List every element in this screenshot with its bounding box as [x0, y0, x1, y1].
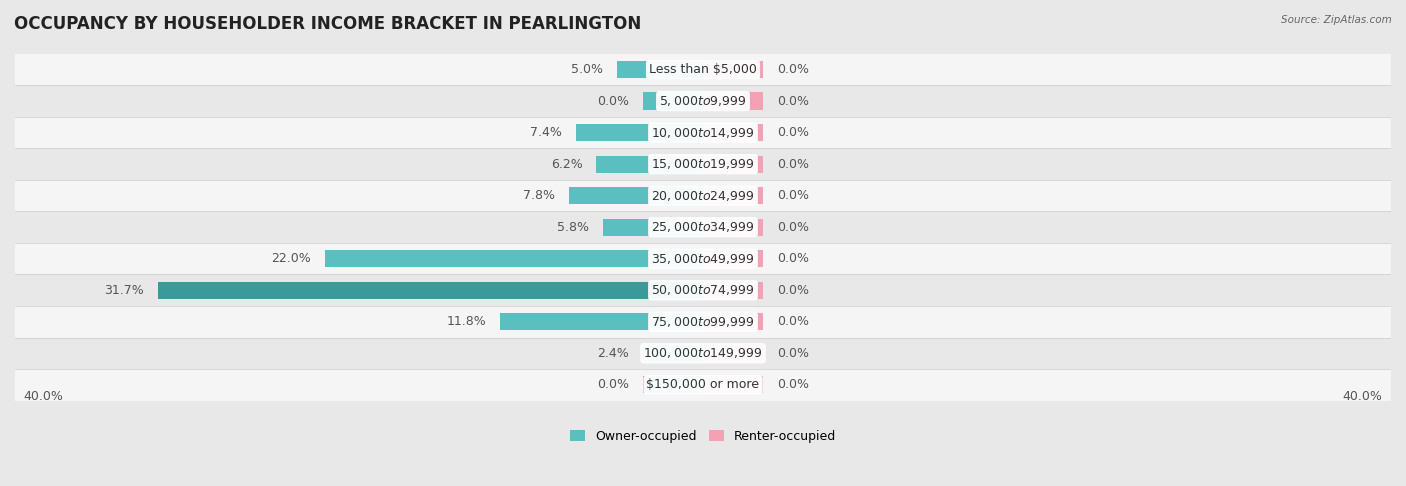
Text: 0.0%: 0.0% [778, 157, 808, 171]
Text: 6.2%: 6.2% [551, 157, 582, 171]
Bar [15, 243, 1391, 275]
Bar [575, 124, 703, 141]
Bar [703, 313, 763, 330]
Bar [703, 187, 763, 205]
Bar [15, 180, 1391, 211]
Text: 40.0%: 40.0% [24, 390, 63, 403]
Bar [703, 250, 763, 267]
Bar [569, 187, 703, 205]
Text: 22.0%: 22.0% [271, 252, 311, 265]
Bar [703, 124, 763, 141]
Text: OCCUPANCY BY HOUSEHOLDER INCOME BRACKET IN PEARLINGTON: OCCUPANCY BY HOUSEHOLDER INCOME BRACKET … [14, 15, 641, 33]
Text: $25,000 to $34,999: $25,000 to $34,999 [651, 220, 755, 234]
Bar [15, 54, 1391, 86]
Text: $50,000 to $74,999: $50,000 to $74,999 [651, 283, 755, 297]
Bar [603, 219, 703, 236]
Bar [643, 345, 703, 362]
Bar [15, 369, 1391, 400]
Text: Source: ZipAtlas.com: Source: ZipAtlas.com [1281, 15, 1392, 25]
Text: 0.0%: 0.0% [778, 221, 808, 234]
Bar [596, 156, 703, 173]
Bar [501, 313, 703, 330]
Bar [703, 219, 763, 236]
Text: $35,000 to $49,999: $35,000 to $49,999 [651, 252, 755, 266]
Bar [617, 61, 703, 78]
Bar [703, 61, 763, 78]
Bar [703, 345, 763, 362]
Text: $15,000 to $19,999: $15,000 to $19,999 [651, 157, 755, 171]
Text: 0.0%: 0.0% [778, 284, 808, 297]
Bar [703, 92, 763, 110]
Text: 0.0%: 0.0% [598, 95, 628, 108]
Text: 40.0%: 40.0% [1343, 390, 1382, 403]
Bar [703, 156, 763, 173]
Text: 2.4%: 2.4% [598, 347, 628, 360]
Legend: Owner-occupied, Renter-occupied: Owner-occupied, Renter-occupied [569, 430, 837, 443]
Text: $75,000 to $99,999: $75,000 to $99,999 [651, 315, 755, 329]
Text: 0.0%: 0.0% [778, 347, 808, 360]
Text: 0.0%: 0.0% [778, 378, 808, 391]
Bar [15, 211, 1391, 243]
Text: 0.0%: 0.0% [778, 63, 808, 76]
Bar [15, 86, 1391, 117]
Text: 0.0%: 0.0% [778, 252, 808, 265]
Text: 5.8%: 5.8% [558, 221, 589, 234]
Bar [15, 275, 1391, 306]
Bar [15, 117, 1391, 148]
Text: 7.8%: 7.8% [523, 189, 555, 202]
Text: 0.0%: 0.0% [778, 315, 808, 328]
Bar [15, 337, 1391, 369]
Text: $5,000 to $9,999: $5,000 to $9,999 [659, 94, 747, 108]
Text: 0.0%: 0.0% [598, 378, 628, 391]
Bar [325, 250, 703, 267]
Text: $10,000 to $14,999: $10,000 to $14,999 [651, 126, 755, 139]
Text: $150,000 or more: $150,000 or more [647, 378, 759, 391]
Bar [703, 281, 763, 299]
Text: 31.7%: 31.7% [104, 284, 143, 297]
Text: 0.0%: 0.0% [778, 126, 808, 139]
Text: 11.8%: 11.8% [447, 315, 486, 328]
Bar [703, 376, 763, 394]
Text: 7.4%: 7.4% [530, 126, 562, 139]
Bar [643, 376, 703, 394]
Text: 0.0%: 0.0% [778, 189, 808, 202]
Text: Less than $5,000: Less than $5,000 [650, 63, 756, 76]
Bar [157, 281, 703, 299]
Text: 5.0%: 5.0% [571, 63, 603, 76]
Bar [15, 148, 1391, 180]
Bar [15, 306, 1391, 337]
Text: $100,000 to $149,999: $100,000 to $149,999 [644, 347, 762, 360]
Bar [643, 92, 703, 110]
Text: 0.0%: 0.0% [778, 95, 808, 108]
Text: $20,000 to $24,999: $20,000 to $24,999 [651, 189, 755, 203]
